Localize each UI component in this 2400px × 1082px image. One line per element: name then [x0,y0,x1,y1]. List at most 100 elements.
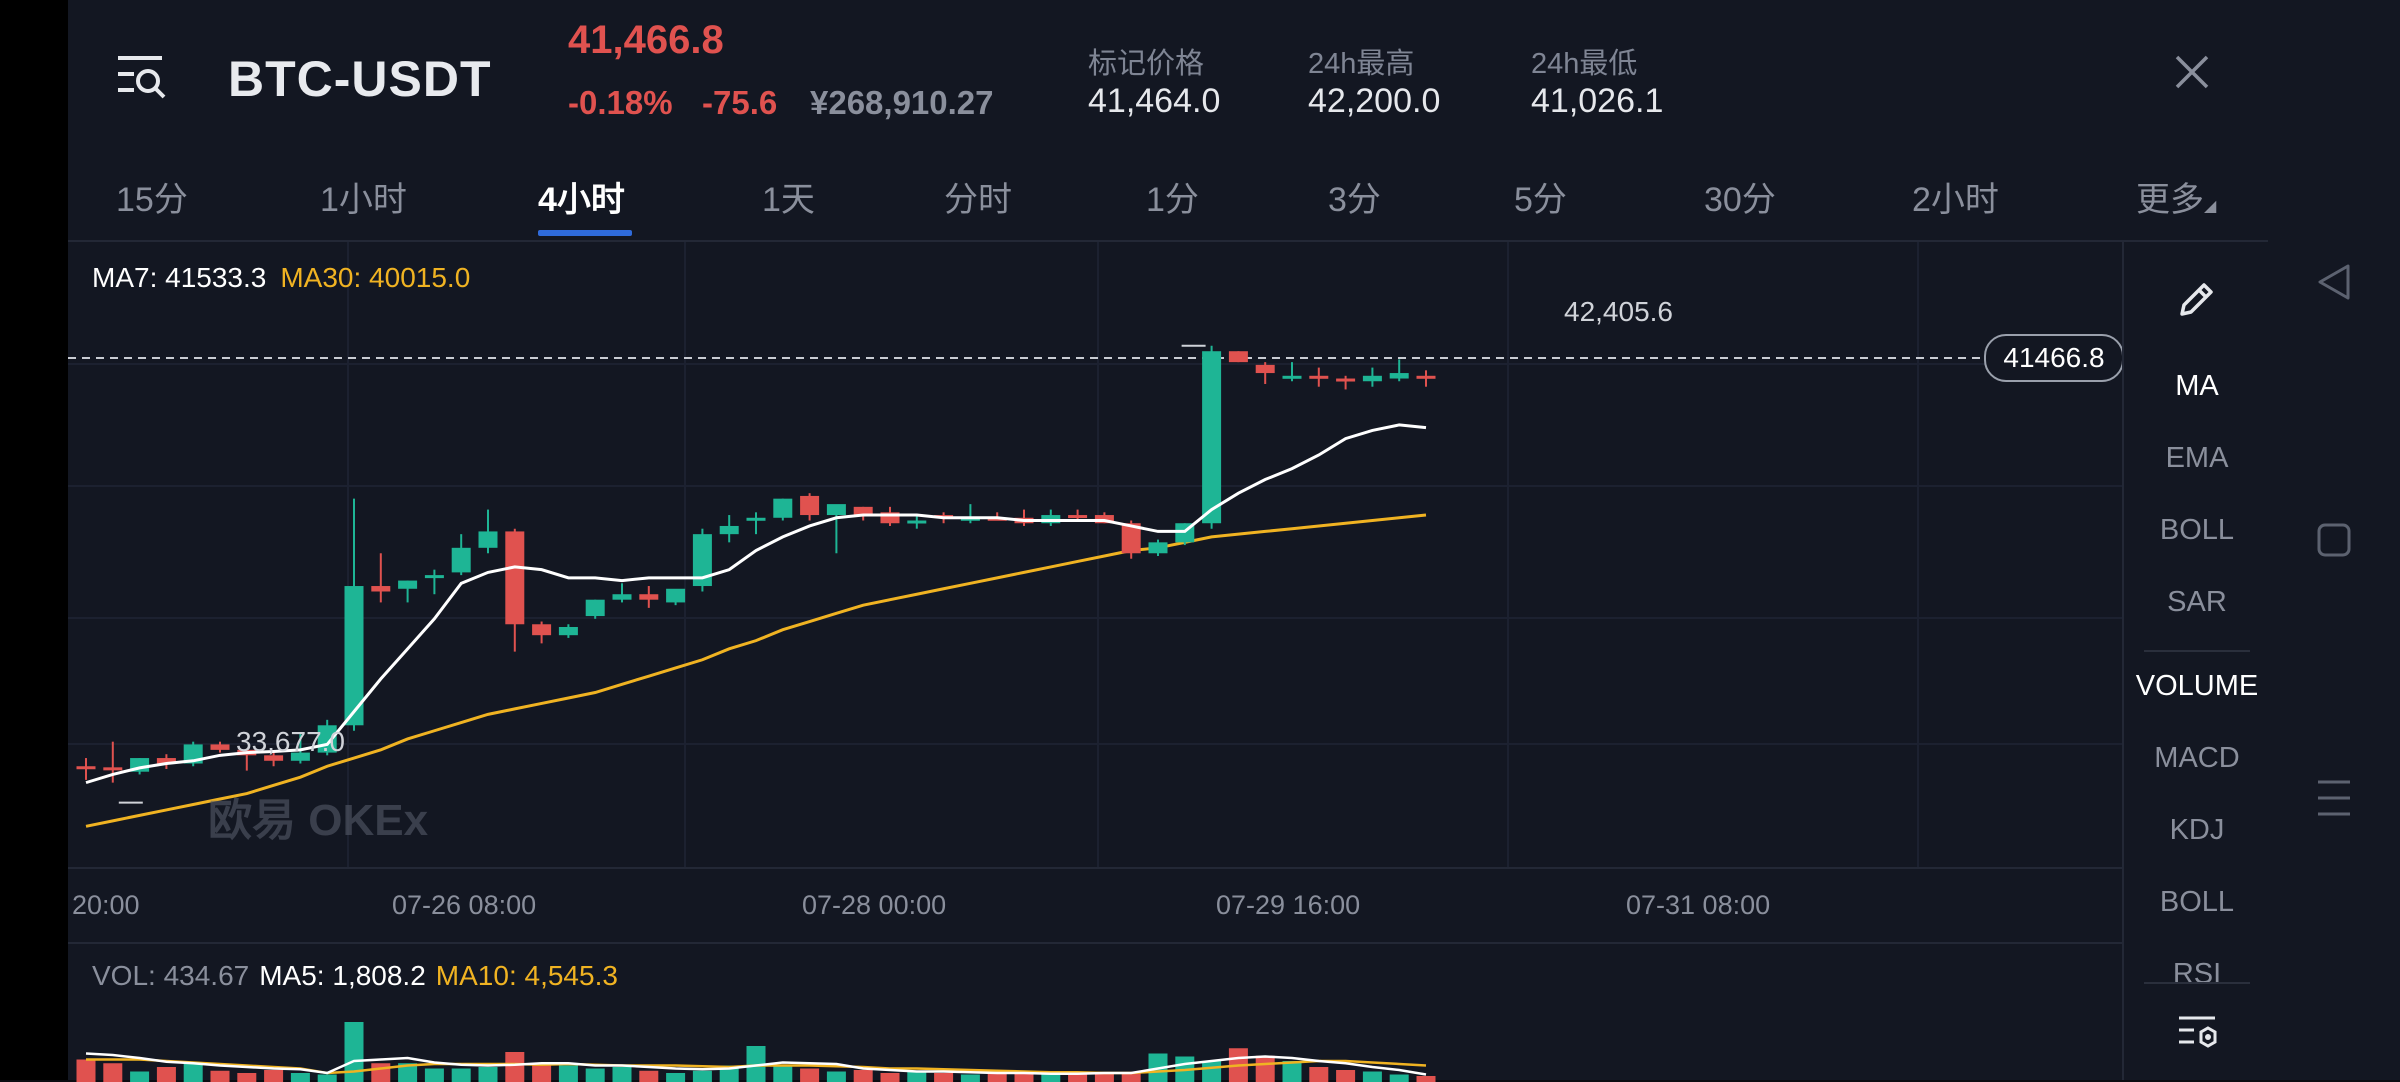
volume-bar [1390,1075,1409,1082]
candle-body [827,504,846,515]
indicator-ema[interactable]: EMA [2124,442,2270,475]
x-tick-label: 07-26 08:00 [392,890,536,921]
candle-body [1390,373,1409,378]
current-price-tag: 41466.8 [1984,334,2124,382]
tab-3m[interactable]: 3分 [1328,172,1381,221]
indicator-divider [2144,982,2250,984]
candle-body [907,521,926,524]
tab-5m[interactable]: 5分 [1514,172,1567,221]
watermark: 欧易 OKEx [208,784,428,848]
volume-bar [1256,1056,1275,1082]
pencil-icon[interactable] [2176,278,2218,320]
candle-body [452,548,471,573]
candle-body [1336,379,1355,382]
volume-bar [988,1073,1007,1082]
low-24h-value: 41,026.1 [1531,82,1663,121]
candle-body [1309,376,1328,379]
left-edge [0,0,68,1080]
indicator-settings-icon[interactable] [2176,1012,2218,1054]
candle-body [1363,376,1382,381]
volume-bar [1417,1076,1436,1082]
volume-bar [881,1073,900,1082]
candle-body [1417,376,1436,379]
indicator-sar[interactable]: SAR [2124,586,2270,619]
volume-bar [184,1063,203,1082]
candle-body [800,496,819,515]
indicator-ma[interactable]: MA [2124,370,2270,403]
candle-body [1149,542,1168,553]
indicator-boll-sub[interactable]: BOLL [2124,886,2270,919]
volume-bar [854,1070,873,1082]
tab-more[interactable]: 更多◢ [2136,172,2216,221]
volume-bar [211,1071,230,1082]
indicator-volume[interactable]: VOLUME [2124,670,2270,703]
high-marker-label: 42,405.6 [1564,296,1673,328]
volume-bar [961,1075,980,1082]
ma30-line [86,515,1426,826]
volume-bar [693,1071,712,1082]
volume-bar [371,1063,390,1082]
high-24h-value: 42,200.0 [1308,82,1440,121]
tab-1h[interactable]: 1小时 [320,172,407,221]
candle-body [103,767,122,770]
pair-title[interactable]: BTC-USDT [228,50,492,108]
volume-bar [264,1070,283,1082]
candle-body [1256,365,1275,373]
indicator-macd[interactable]: MACD [2124,742,2270,775]
volume-bar [532,1063,551,1082]
candle-body [505,531,524,624]
tab-2h[interactable]: 2小时 [1912,172,1999,221]
volume-bar [666,1073,685,1082]
trading-app: BTC-USDT 41,466.8 -0.18% -75.6 ¥268,910.… [68,0,2268,1080]
low-marker-label: 33,677.0 [236,726,345,758]
system-nav-bar [2268,0,2400,1080]
change-value: -75.6 [702,84,777,122]
candle-body [1283,376,1302,379]
tab-4h[interactable]: 4小时 [538,172,625,221]
last-price: 41,466.8 [568,18,724,63]
volume-bar [291,1073,310,1082]
market-list-icon[interactable] [114,50,170,106]
indicator-divider [2144,650,2250,652]
tab-1m[interactable]: 1分 [1146,172,1199,221]
volume-bar [1202,1061,1221,1082]
volume-bar [1336,1070,1355,1082]
low-24h-label: 24h最低 [1531,40,1637,82]
mark-price-value: 41,464.0 [1088,82,1220,121]
x-tick-label: 07-28 00:00 [802,890,946,921]
candle-body [398,581,417,589]
tab-30m[interactable]: 30分 [1704,172,1776,221]
candle-body [1229,351,1248,362]
mark-price-label: 标记价格 [1088,40,1204,82]
tab-more-label: 更多 [2136,181,2204,219]
vol-ma5-legend: MA5: 1,808.2 [259,960,426,991]
candle-body [1068,515,1087,518]
triangle-down-icon: ◢ [2204,198,2216,215]
home-icon[interactable] [2316,522,2352,558]
change-percent: -0.18% [568,84,673,122]
close-icon[interactable] [2174,54,2210,90]
indicator-kdj[interactable]: KDJ [2124,814,2270,847]
high-24h-label: 24h最高 [1308,40,1414,82]
volume-bar [103,1063,122,1082]
volume-bar [934,1073,953,1082]
volume-bar [1363,1072,1382,1082]
tab-15m[interactable]: 15分 [116,172,188,221]
vol-ma10-legend: MA10: 4,545.3 [436,960,618,991]
candle-body [720,526,739,534]
tab-time-sharing[interactable]: 分时 [944,172,1012,221]
candle-body [425,575,444,578]
back-icon[interactable] [2316,262,2352,302]
candle-body [666,589,685,603]
candle-body [532,624,551,635]
candle-body [479,531,498,547]
volume-bar [237,1073,256,1082]
tab-1d[interactable]: 1天 [762,172,815,221]
volume-bar [130,1072,149,1082]
recents-icon[interactable] [2316,778,2352,818]
candle-body [613,594,632,599]
ma7-legend: MA7: 41533.3 [92,262,266,293]
indicator-boll-main[interactable]: BOLL [2124,514,2270,547]
x-tick-label: 07-31 08:00 [1626,890,1770,921]
